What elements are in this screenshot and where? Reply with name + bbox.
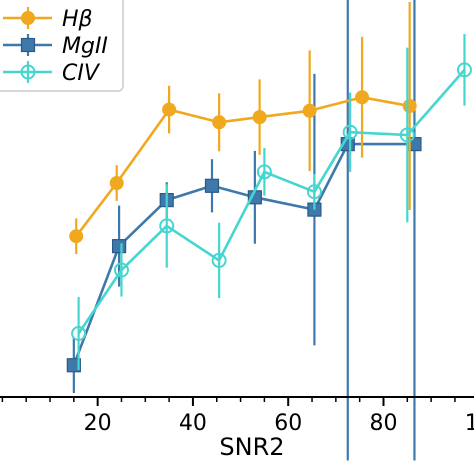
legend-label: CIV — [62, 61, 101, 86]
data-point — [71, 325, 87, 341]
legend-label: MgII — [62, 34, 108, 59]
x-tick-label: 80 — [369, 411, 397, 436]
series-h — [69, 1, 417, 255]
data-point — [69, 229, 84, 244]
data-point — [252, 110, 267, 125]
legend-item: CIV — [3, 61, 101, 86]
legend-marker — [20, 64, 36, 80]
data-point — [212, 115, 227, 130]
plot-area — [66, 0, 472, 461]
x-tick-label: 40 — [179, 411, 207, 436]
data-point — [355, 90, 370, 105]
x-ticks: 20 40 60 80 10 — [1, 397, 474, 436]
series-line — [75, 96, 410, 237]
series-line — [77, 69, 466, 335]
data-point — [204, 178, 220, 193]
legend-marker — [20, 37, 36, 53]
x-axis-label: SNR2 — [219, 433, 284, 461]
legend-marker — [21, 11, 35, 25]
data-point — [111, 239, 127, 254]
x-tick-label: 60 — [274, 411, 302, 436]
data-point — [211, 252, 227, 268]
data-point — [399, 127, 415, 143]
data-point — [113, 262, 129, 278]
data-point — [162, 102, 177, 117]
series-line — [72, 142, 415, 366]
legend-item: MgII — [3, 34, 108, 59]
legend-label: Hβ — [62, 7, 93, 32]
x-axis: 20 40 60 80 10 SNR2 — [0, 396, 474, 461]
data-point — [306, 184, 322, 200]
data-point — [109, 176, 124, 191]
data-point — [302, 103, 317, 118]
data-point — [159, 218, 175, 234]
x-tick-label: 20 — [84, 411, 112, 436]
legend-item: Hβ — [3, 7, 93, 32]
data-point — [256, 164, 272, 180]
data-point — [456, 62, 472, 78]
data-point — [402, 98, 417, 113]
series-civ — [71, 34, 472, 371]
x-tick-label-partial: 10 — [465, 411, 474, 436]
data-point — [342, 124, 358, 140]
data-point — [66, 358, 81, 373]
